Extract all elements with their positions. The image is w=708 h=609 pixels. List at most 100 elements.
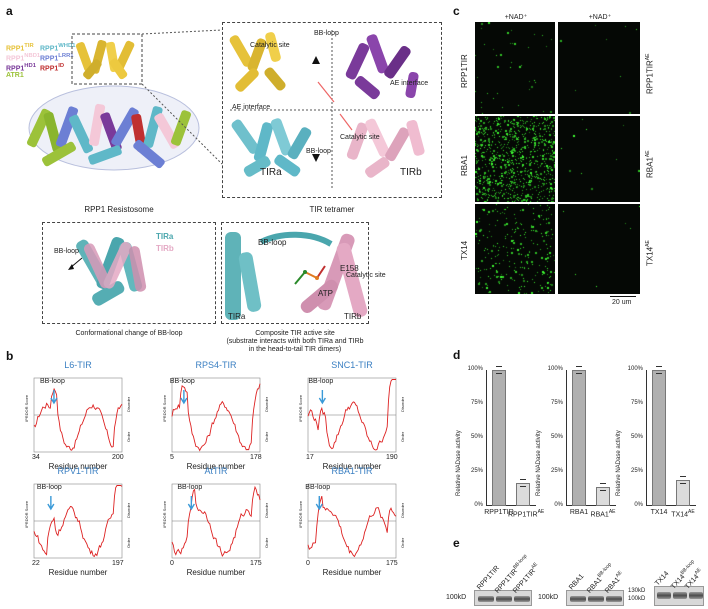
ytick-label: 25% — [470, 468, 483, 474]
nadase-chart-1: 0% 25% 50% 75% 100% Relative NADase activity R… — [456, 366, 544, 518]
disorder-plot-6: RBA1-TIR BB-loop IPRDOR Score Order Disorder… — [296, 466, 408, 596]
xaxis-min: 34 — [32, 454, 40, 461]
panel-label-d: d — [453, 348, 461, 362]
ytick-label: 75% — [630, 400, 643, 406]
disorder-trace — [33, 485, 123, 558]
disorder-plot-area — [307, 483, 397, 559]
bar-RBA1 — [572, 370, 586, 506]
legend-rpp1-whd1: RPP1WHD1 — [40, 43, 76, 53]
order-label: Order — [126, 431, 131, 442]
composite-atp: ATP — [318, 289, 333, 298]
disorder-trace — [307, 379, 396, 451]
ytick-label: 75% — [470, 400, 483, 406]
blot-strip-3 — [654, 586, 704, 606]
band-rpp1tir-ae — [514, 596, 530, 602]
disorder-label: Disorder — [126, 396, 131, 412]
column-header-2: +NAD⁺ — [588, 14, 612, 21]
disorder-plot-area — [171, 377, 261, 453]
bb-loop-annotation: BB-loop — [39, 378, 65, 385]
bar-RPP1TIR — [492, 370, 506, 506]
error-bar — [576, 366, 582, 374]
composite-bb-loop: BB-loop — [258, 238, 287, 247]
xaxis-min: 5 — [170, 454, 174, 461]
conformational-caption: Conformational change of BB-loop — [75, 330, 183, 337]
ytick-label: 100% — [547, 366, 563, 372]
blot-strip-2 — [566, 590, 624, 606]
zoom-connector-lines — [141, 29, 223, 165]
bb-loop-arrow — [47, 496, 55, 511]
chart-axes — [646, 370, 696, 506]
ytick-label: 0% — [554, 502, 563, 508]
order-label: Order — [400, 537, 405, 548]
image-rpp1tir — [475, 22, 555, 114]
nlr-body — [27, 85, 200, 171]
composite-caption-line-3: in the head-to-tail TIR dimers) — [248, 346, 342, 353]
bb-loop-arrow-bottom — [312, 154, 320, 162]
xaxis-label: Residue number — [186, 568, 246, 577]
band-tx14-ae — [689, 592, 703, 599]
bb-loop-arrow — [50, 390, 58, 405]
ytick-label: 50% — [470, 434, 483, 440]
image-rba1 — [475, 116, 555, 202]
disorder-ylabel: IPRDOR Score — [162, 394, 167, 422]
ytick-label: 25% — [630, 468, 643, 474]
tetramer-caption: TIR tetramer — [309, 205, 355, 214]
bar-TX14AE — [676, 480, 690, 506]
ytick-label: 0% — [634, 502, 643, 508]
tir-pink — [346, 118, 425, 178]
panel-label-a: a — [6, 4, 13, 18]
catalytic-bond-top — [317, 81, 335, 103]
composite-tira: TIRa — [228, 312, 246, 321]
legend-rpp1-lrr1: RPP1LRR1 — [40, 53, 74, 63]
xaxis-max: 175 — [386, 560, 398, 567]
tetramer-tirb-label: TIRb — [400, 167, 422, 178]
dots-tx14-ae — [558, 204, 640, 294]
disorder-plot-area — [33, 483, 123, 559]
band-rba1 — [570, 596, 586, 602]
legend-rpp1-hd1: RPP1HD1 — [6, 63, 36, 73]
bb-loop-arrow — [318, 390, 326, 405]
disorder-plot-5: AtTIR BB-loop IPRDOR Score Order Disorder 0 17… — [160, 466, 272, 596]
disorder-plot-title: L6-TIR — [64, 360, 92, 370]
disorder-plot-title: AtTIR — [204, 466, 228, 476]
band-rba1-bbloop — [588, 596, 604, 602]
disorder-plot-2: RPS4-TIR BB-loop IPRDOR Score Order Disorder… — [160, 360, 272, 490]
order-label: Order — [126, 537, 131, 548]
disorder-ylabel: IPRDOR Score — [24, 394, 29, 422]
disorder-trace — [171, 485, 261, 558]
atp-molecule — [294, 265, 326, 285]
tir-purple — [345, 34, 419, 100]
tetramer-catalytic-site-bottom: Catalytic site — [340, 134, 380, 141]
composite-caption-line-1: Composite TIR active site — [255, 330, 335, 337]
tir-highlight-box — [71, 33, 143, 85]
error-bar — [520, 478, 526, 487]
disorder-ylabel: IPRDOR Score — [162, 500, 167, 528]
bb-loop-arrow — [315, 496, 323, 511]
xaxis-max: 200 — [112, 454, 124, 461]
ytick-label: 50% — [630, 434, 643, 440]
row-label-rba1-ae: RBA1AE — [645, 150, 655, 178]
bb-loop-annotation: BB-loop — [305, 484, 331, 491]
ytick-label: 0% — [474, 502, 483, 508]
error-bar — [656, 366, 662, 374]
xaxis-min: 17 — [306, 454, 314, 461]
disorder-ylabel: IPRDOR Score — [24, 500, 29, 528]
band-rba1-ae — [606, 596, 622, 602]
disorder-ylabel: IPRDOR Score — [298, 500, 303, 528]
disorder-label: Disorder — [400, 502, 405, 518]
panel-label-c: c — [453, 4, 460, 18]
xaxis-min: 0 — [306, 560, 310, 567]
dots-rba1 — [475, 116, 555, 202]
conformational-tirb: TIRb — [156, 244, 174, 253]
marker-100kd-1: 100kD — [446, 594, 467, 601]
nadase-chart-3: 0% 25% 50% 75% 100% Relative NADase activity T… — [616, 366, 696, 518]
bar-RPP1TIRAE — [516, 482, 530, 506]
chart-ylabel: Relative NADase activity — [456, 430, 462, 496]
blot-strip-1 — [474, 590, 532, 606]
xtick-label: RPP1TIR — [484, 509, 514, 516]
xtick-label: RBA1 — [569, 509, 589, 516]
chart-ylabel: Relative NADase activity — [536, 430, 542, 496]
xtick-label: RBA1AE — [590, 509, 616, 519]
legend-rpp1-nbd1: RPP1NBD1 — [6, 53, 41, 63]
xaxis-min: 0 — [170, 560, 174, 567]
